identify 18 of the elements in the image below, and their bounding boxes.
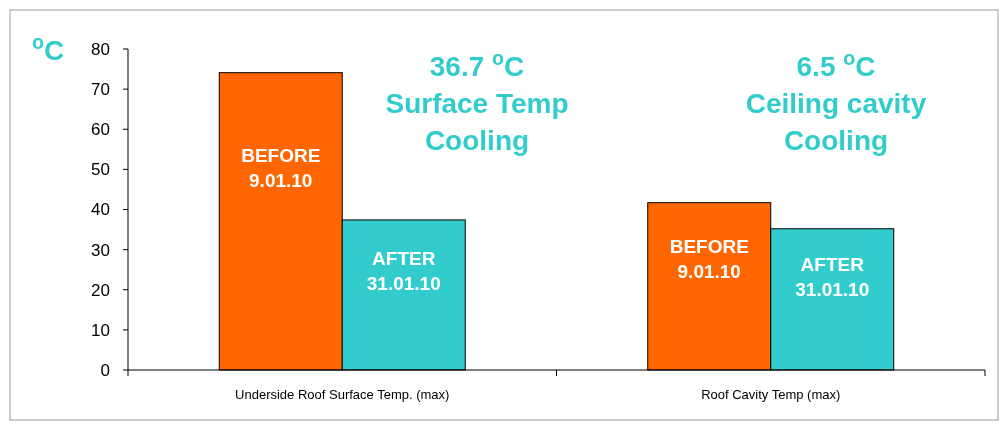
series-label: BEFORE 9.01.10	[669, 235, 749, 282]
y-tick-label: 40	[91, 200, 110, 220]
y-tick-label: 60	[91, 120, 110, 140]
y-tick-label: 80	[91, 39, 110, 59]
annotation: 6.5 $^{o}$C Ceiling cavity Cooling	[745, 47, 927, 156]
x-tick-label: Underside Roof Surface Temp. (max)	[235, 387, 450, 402]
series-label: AFTER 31.01.10	[366, 247, 441, 294]
annotation: 36.7 $^{o}$C Surface Temp Cooling	[385, 47, 569, 156]
y-tick-label: 10	[91, 320, 110, 340]
y-tick-label: 70	[91, 80, 110, 100]
y-tick-label: 30	[91, 240, 110, 260]
y-tick-label: 50	[91, 160, 110, 180]
y-axis-title: $^{o}$C	[32, 31, 65, 66]
y-tick-label: 0	[100, 360, 110, 380]
text: AFTER 31.01.10	[795, 254, 870, 301]
text: BEFORE 9.01.10	[241, 144, 321, 191]
x-tick-label: Roof Cavity Temp (max)	[701, 387, 841, 402]
y-tick-label: 20	[91, 280, 110, 300]
